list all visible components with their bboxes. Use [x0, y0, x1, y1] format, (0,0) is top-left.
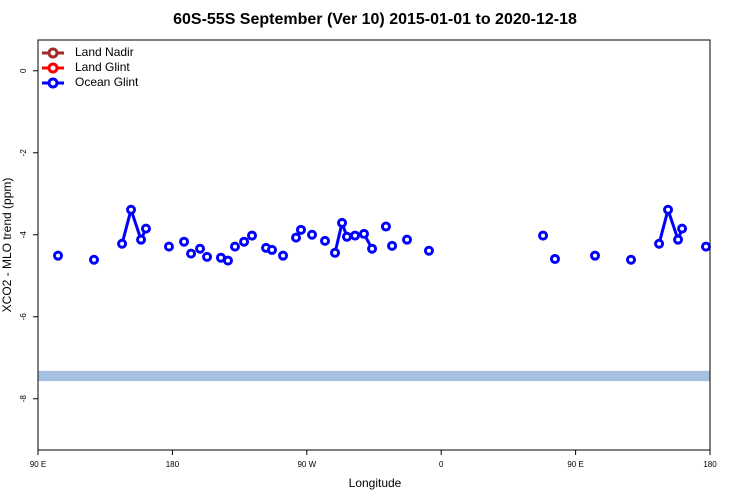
point	[202, 251, 213, 262]
y-tick-label: 0	[19, 68, 28, 73]
point	[195, 243, 206, 254]
y-tick-label: -8	[19, 395, 28, 403]
x-tick-label: 90 W	[297, 460, 316, 469]
point	[291, 232, 302, 243]
point	[307, 229, 318, 240]
point	[673, 234, 684, 245]
point	[380, 221, 391, 232]
legend-label: Ocean Glint	[75, 75, 139, 89]
x-tick-label: 0	[439, 460, 444, 469]
point	[179, 236, 190, 247]
point	[320, 235, 331, 246]
point	[295, 224, 306, 235]
point	[538, 230, 549, 241]
legend-marker	[47, 47, 59, 59]
plot-frame	[37, 39, 711, 451]
x-tick-label: 90 E	[30, 460, 46, 469]
point	[358, 228, 369, 239]
point	[423, 245, 434, 256]
point	[89, 254, 99, 265]
point	[267, 244, 278, 255]
legend-label: Land Nadir	[75, 45, 134, 59]
point	[53, 250, 64, 261]
point	[222, 255, 233, 266]
y-tick-label: -2	[19, 149, 28, 157]
point	[387, 240, 398, 251]
x-tick-label: 180	[703, 460, 717, 469]
legend-label: Land Glint	[75, 60, 130, 74]
point	[163, 241, 174, 252]
point	[677, 223, 688, 234]
point	[341, 231, 352, 242]
x-axis-label: Longitude	[349, 476, 402, 490]
point	[186, 248, 197, 259]
point	[402, 234, 413, 245]
point	[140, 223, 151, 234]
series-line	[122, 210, 706, 253]
point	[229, 241, 240, 252]
point	[663, 204, 674, 215]
x-tick-label: 90 E	[567, 460, 583, 469]
point	[367, 243, 378, 254]
point	[337, 217, 348, 228]
point	[590, 250, 601, 261]
point	[700, 241, 711, 252]
y-tick-label: -6	[19, 313, 28, 321]
reference-band	[38, 370, 710, 382]
point	[330, 247, 341, 258]
point	[136, 234, 147, 245]
point	[126, 204, 137, 215]
point	[626, 254, 637, 265]
x-tick-label: 180	[166, 460, 180, 469]
y-axis-label: XCO2 - MLO trend (ppm)	[0, 178, 14, 313]
point	[549, 253, 560, 264]
legend-marker	[47, 77, 59, 89]
point	[239, 236, 250, 247]
legend-marker	[47, 62, 59, 74]
point	[278, 250, 289, 261]
point	[350, 230, 361, 241]
chart-title: 60S-55S September (Ver 10) 2015-01-01 to…	[173, 11, 577, 28]
point	[654, 238, 665, 249]
y-tick-label: -4	[19, 231, 28, 239]
point	[117, 238, 128, 249]
point	[246, 230, 257, 241]
